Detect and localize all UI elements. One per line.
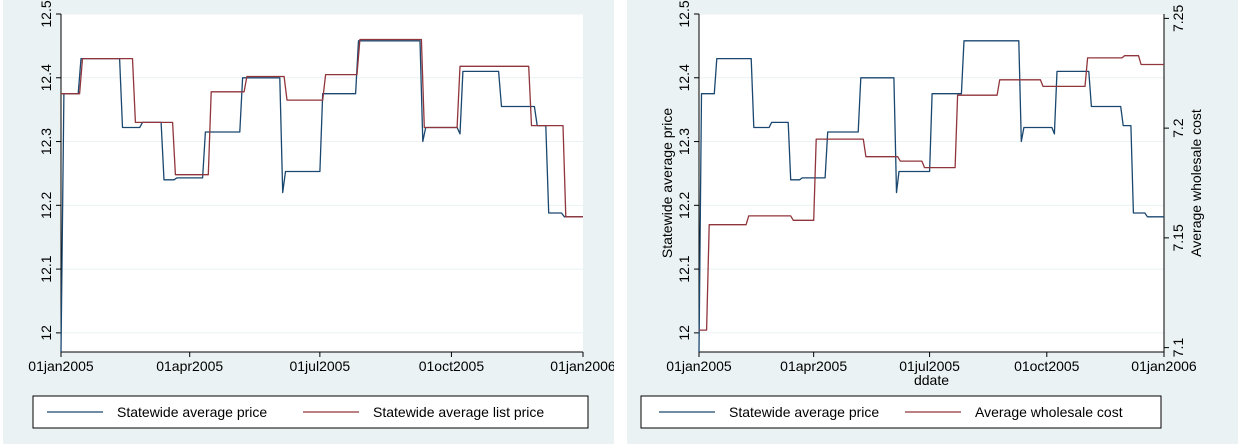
chart-right-y-tick-label: 12.2: [676, 191, 692, 218]
chart-right-x-tick-label: 01jan2005: [666, 358, 732, 374]
chart-right-x-tick-label: 01apr2005: [780, 358, 847, 374]
chart-left-y-tick-label: 12.5: [38, 0, 54, 27]
chart-right-legend: Statewide average price Average wholesale…: [640, 395, 1162, 429]
chart-right-y2-tick-label: 7.1: [1170, 338, 1186, 358]
chart-right-x-axis-title: ddate: [914, 372, 949, 388]
chart-right-x-axis: 01jan2005 01apr2005 01jul2005 01oct2005 01ja…: [666, 351, 1197, 388]
chart-left-y-tick-label: 12.1: [38, 255, 54, 282]
chart-right-y2-tick-label: 7.2: [1170, 118, 1186, 138]
chart-left-svg: 12 12.1 12.2 12.3 12.4 12.5 01jan2005 01apr2005…: [28, 0, 614, 429]
chart-right-y2-tick-label: 7.15: [1170, 224, 1186, 251]
chart-right-x-tick-label: 01jul2005: [899, 358, 960, 374]
chart-left-x-tick-label: 01jul2005: [289, 358, 350, 374]
chart-right-legend-label-2: Average wholesale cost: [975, 404, 1123, 420]
chart-right-y-tick-label: 12.4: [676, 64, 692, 91]
chart-right-y2-axis-title: Average wholesale cost: [1188, 109, 1204, 257]
chart-right-x-tick-label: 01jan2006: [1131, 358, 1197, 374]
chart-left-x-tick-label: 01jan2006: [550, 358, 614, 374]
chart-right-series-1-line: [698, 40, 1164, 353]
chart-right-y2-tick-label: 7.25: [1170, 5, 1186, 32]
chart-left-x-axis: 01jan2005 01apr2005 01jul2005 01oct2005 01ja…: [28, 351, 614, 374]
chart-right-y-tick-label: 12.3: [676, 128, 692, 155]
chart-left-y-tick-label: 12.2: [38, 191, 54, 218]
chart-left-series-2-line: [61, 38, 583, 218]
chart-right-legend-label-1: Statewide average price: [729, 404, 879, 420]
chart-right-y-axis-title: Statewide average price: [659, 108, 675, 258]
chart-right-y-tick-label: 12: [676, 325, 692, 341]
chart-right-x-tick-label: 01oct2005: [1014, 358, 1080, 374]
chart-left-x-tick-label: 01jan2005: [28, 358, 94, 374]
chart-panel-right: 12 12.1 12.2 12.3 12.4 12.5 Statewide average …: [627, 0, 1238, 444]
chart-left-series-1-line: [60, 40, 583, 353]
chart-left-y-tick-label: 12.3: [38, 128, 54, 155]
chart-left-y-tick-label: 12.4: [38, 64, 54, 91]
chart-left-x-tick-label: 01oct2005: [419, 358, 485, 374]
chart-right-y-tick-label: 12.5: [676, 0, 692, 27]
chart-right-y2-axis: 7.1 7.15 7.2 7.25 Average wholesale cost: [1163, 5, 1204, 358]
chart-left-x-tick-label: 01apr2005: [156, 358, 223, 374]
chart-left-plot-area: [61, 14, 583, 352]
chart-right-series-2-line: [699, 55, 1164, 331]
chart-left-y-tick-label: 12: [38, 325, 54, 341]
chart-left-legend: Statewide average price Statewide average…: [32, 395, 589, 429]
chart-right-svg: 12 12.1 12.2 12.3 12.4 12.5 Statewide average …: [640, 0, 1204, 429]
chart-left-legend-label-1: Statewide average price: [117, 404, 267, 420]
chart-right-legend-box: [640, 395, 1162, 429]
chart-left-legend-label-2: Statewide average list price: [373, 404, 544, 420]
chart-panel-left: 12 12.1 12.2 12.3 12.4 12.5 01jan2005 01apr2005…: [3, 0, 614, 444]
chart-right-y-tick-label: 12.1: [676, 255, 692, 282]
chart-right-plot-area: [699, 14, 1164, 352]
